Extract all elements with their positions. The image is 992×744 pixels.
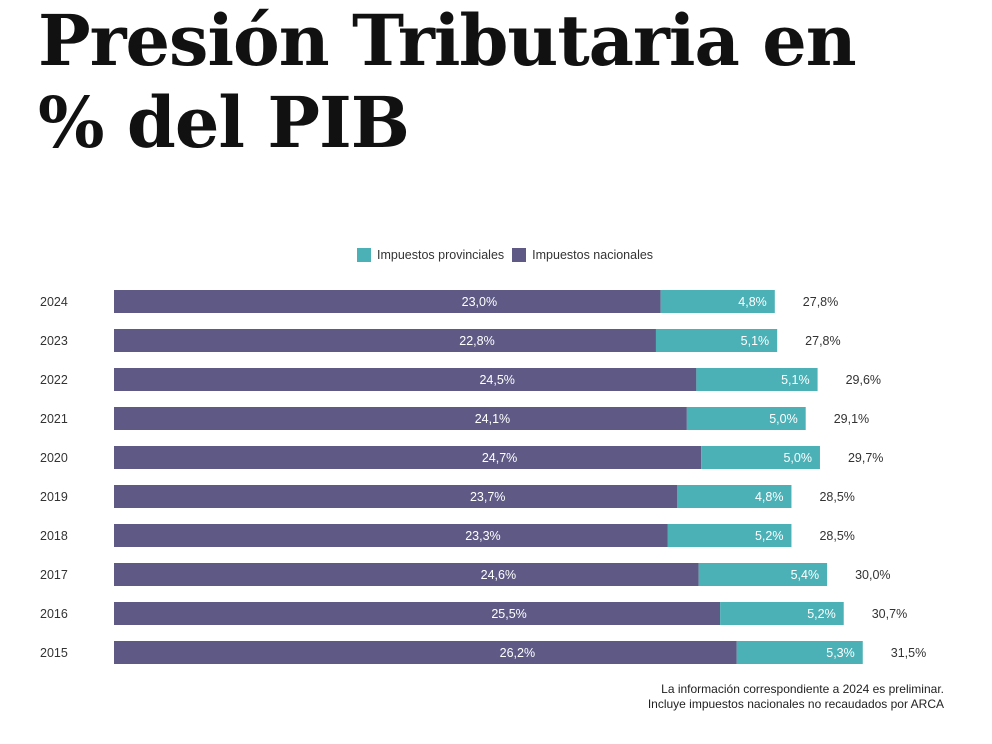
footnote: La información correspondiente a 2024 es…	[648, 682, 944, 712]
bar-label-provinciales: 4,8%	[755, 490, 784, 504]
bar-nacionales	[114, 368, 697, 391]
legend-swatch-provinciales	[357, 248, 371, 262]
bar-provinciales	[655, 329, 778, 352]
year-label: 2016	[40, 607, 68, 621]
total-label: 29,6%	[846, 373, 881, 387]
year-label: 2021	[40, 412, 68, 426]
bar-provinciales	[701, 446, 820, 469]
legend-item-nacionales: Impuestos nacionales	[512, 248, 653, 262]
bar-label-provinciales: 5,4%	[791, 568, 820, 582]
total-label: 27,8%	[805, 334, 840, 348]
legend-label-provinciales: Impuestos provinciales	[377, 248, 505, 262]
bar-label-nacionales: 23,3%	[465, 529, 500, 543]
legend-label-nacionales: Impuestos nacionales	[532, 248, 654, 262]
year-label: 2022	[40, 373, 68, 387]
bar-nacionales	[114, 407, 687, 430]
bar-label-nacionales: 24,5%	[479, 373, 514, 387]
bar-nacionales	[114, 446, 702, 469]
bar-nacionales	[114, 641, 737, 664]
total-label: 28,5%	[819, 529, 854, 543]
bar-label-provinciales: 5,1%	[781, 373, 810, 387]
total-label: 31,5%	[891, 646, 926, 660]
footnote-line-1: La información correspondiente a 2024 es…	[661, 682, 944, 696]
bar-label-provinciales: 4,8%	[738, 295, 767, 309]
footnote-line-2: Incluye impuestos nacionales no recaudad…	[647, 697, 944, 711]
year-label: 2024	[40, 295, 68, 309]
total-label: 30,7%	[872, 607, 907, 621]
bar-nacionales	[114, 602, 721, 625]
year-label: 2018	[40, 529, 68, 543]
bar-provinciales	[736, 641, 863, 664]
year-label: 2019	[40, 490, 68, 504]
year-label: 2015	[40, 646, 68, 660]
year-label: 2017	[40, 568, 68, 582]
bar-label-nacionales: 26,2%	[500, 646, 535, 660]
bar-provinciales	[677, 485, 792, 508]
total-label: 30,0%	[855, 568, 890, 582]
bar-nacionales	[114, 290, 661, 313]
bar-label-provinciales: 5,2%	[807, 607, 836, 621]
bar-label-provinciales: 5,3%	[826, 646, 855, 660]
bar-label-provinciales: 5,0%	[783, 451, 812, 465]
bar-provinciales	[667, 524, 792, 547]
bar-label-nacionales: 23,7%	[470, 490, 505, 504]
year-label: 2023	[40, 334, 68, 348]
bar-label-nacionales: 24,7%	[482, 451, 517, 465]
bar-nacionales	[114, 524, 668, 547]
bar-nacionales	[114, 563, 699, 586]
bar-provinciales	[720, 602, 844, 625]
total-label: 27,8%	[803, 295, 838, 309]
total-label: 28,5%	[819, 490, 854, 504]
bar-label-nacionales: 24,1%	[475, 412, 510, 426]
bar-label-nacionales: 22,8%	[459, 334, 494, 348]
bar-label-provinciales: 5,1%	[741, 334, 770, 348]
title-line-1: Presión Tributaria en	[38, 0, 857, 82]
chart-legend: Impuestos provinciales Impuestos naciona…	[357, 247, 653, 263]
bar-provinciales	[696, 368, 818, 391]
bar-label-nacionales: 23,0%	[462, 295, 497, 309]
legend-item-provinciales: Impuestos provinciales	[357, 248, 504, 262]
total-label: 29,7%	[848, 451, 883, 465]
legend-swatch-nacionales	[512, 248, 527, 262]
bar-nacionales	[114, 329, 656, 352]
year-label: 2020	[40, 451, 68, 465]
total-label: 29,1%	[834, 412, 869, 426]
bar-nacionales	[114, 485, 678, 508]
page-title: Presión Tributaria en % del PIB	[38, 0, 938, 164]
title-line-2: % del PIB	[38, 81, 410, 164]
bar-provinciales	[698, 563, 828, 586]
bar-label-nacionales: 25,5%	[491, 607, 526, 621]
bar-label-provinciales: 5,0%	[769, 412, 798, 426]
bar-label-provinciales: 5,2%	[755, 529, 784, 543]
bar-provinciales	[660, 290, 775, 313]
bar-label-nacionales: 24,6%	[481, 568, 516, 582]
bar-provinciales	[686, 407, 806, 430]
